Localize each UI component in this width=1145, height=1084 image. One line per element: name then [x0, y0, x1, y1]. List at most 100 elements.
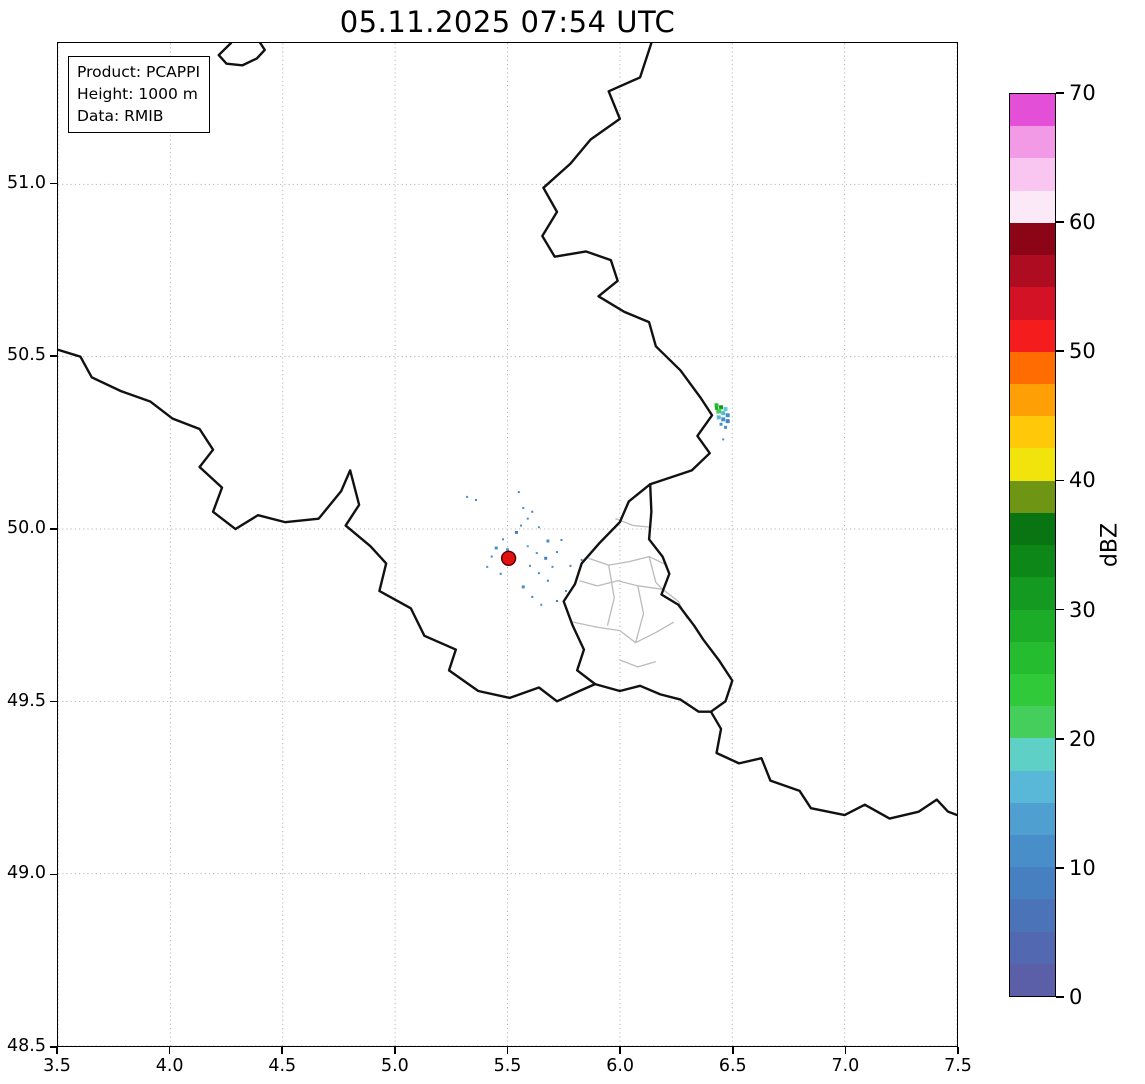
- colorbar-tick-label: 60: [1069, 210, 1096, 235]
- colorbar: [1009, 93, 1056, 997]
- x-tick-label: 5.5: [493, 1056, 522, 1076]
- colorbar-tick-mark: [1056, 350, 1064, 353]
- colorbar-band: [1010, 222, 1055, 256]
- y-tick-mark: [50, 528, 57, 530]
- echo-pixel: [519, 524, 522, 527]
- x-tick-mark: [619, 1047, 621, 1054]
- echo-pixel: [546, 579, 549, 582]
- echo-pixel: [494, 546, 498, 550]
- y-tick-label: 50.0: [7, 517, 46, 538]
- echo-pixel: [721, 417, 726, 422]
- y-tick-label: 49.0: [7, 863, 46, 884]
- echo-pixel: [569, 564, 572, 567]
- colorbar-band: [1010, 319, 1055, 352]
- colorbar-tick-label: 30: [1069, 597, 1096, 622]
- echo-pixel: [716, 408, 722, 414]
- echo-pixel: [715, 406, 719, 410]
- info-source: Data: RMIB: [77, 107, 164, 125]
- colorbar-band: [1010, 190, 1055, 223]
- echo-pixel: [725, 419, 730, 424]
- colorbar-tick-mark: [1056, 996, 1064, 998]
- x-tick-mark: [56, 1047, 58, 1054]
- region-border-path: [606, 565, 615, 626]
- colorbar-tick-label: 20: [1069, 726, 1096, 751]
- y-tick-mark: [50, 873, 57, 876]
- echo-pixel: [526, 517, 529, 520]
- info-height: Height: 1000 m: [77, 85, 198, 103]
- colorbar-tick-mark: [1056, 737, 1064, 740]
- echo-pixel: [526, 545, 529, 548]
- y-tick-label: 48.5: [7, 1036, 46, 1056]
- echo-pixel: [714, 403, 719, 408]
- colorbar-band: [1010, 577, 1055, 610]
- colorbar-tick-label: 0: [1069, 985, 1083, 1009]
- colorbar-band: [1010, 641, 1055, 674]
- x-tick-mark: [394, 1047, 396, 1054]
- colorbar-band: [1010, 94, 1055, 127]
- echo-pixel: [521, 585, 525, 589]
- colorbar-band: [1010, 512, 1055, 546]
- colorbar-band: [1010, 609, 1055, 642]
- echo-pixel: [531, 510, 534, 513]
- colorbar-band: [1010, 963, 1055, 997]
- colorbar-band: [1010, 383, 1055, 417]
- echo-pixel: [564, 590, 567, 593]
- colorbar-band: [1010, 673, 1055, 707]
- colorbar-tick-mark: [1056, 608, 1064, 611]
- echo-pixel: [551, 565, 554, 568]
- y-tick-mark: [50, 1046, 57, 1048]
- country-border-path: [541, 43, 957, 820]
- country-border-path: [58, 348, 597, 703]
- echo-pixel: [514, 530, 518, 534]
- echo-pixel: [535, 552, 538, 555]
- country-border-path: [217, 43, 266, 67]
- region-border-path: [579, 580, 663, 590]
- echo-pixel: [724, 425, 728, 429]
- echo-pixel: [721, 411, 726, 416]
- region-border-path: [619, 659, 657, 668]
- echo-pixel: [540, 603, 543, 606]
- region-border-path: [634, 585, 645, 643]
- echo-pixel: [546, 539, 550, 543]
- colorbar-band: [1010, 126, 1055, 159]
- echo-pixel: [486, 565, 489, 568]
- x-tick-label: 5.0: [380, 1056, 409, 1076]
- echo-pixel: [537, 572, 540, 575]
- colorbar-tick-label: 70: [1069, 81, 1096, 105]
- echo-pixel: [490, 555, 493, 558]
- colorbar-band: [1010, 770, 1055, 803]
- echo-pixel: [580, 558, 583, 561]
- region-border-path: [648, 556, 664, 590]
- x-tick-mark: [731, 1047, 734, 1054]
- echo-pixel: [725, 413, 730, 418]
- colorbar-band: [1010, 480, 1055, 513]
- colorbar-band: [1010, 706, 1055, 739]
- echo-pixel: [506, 548, 509, 552]
- colorbar-tick-label: 50: [1069, 339, 1096, 364]
- echo-pixel: [723, 407, 728, 412]
- x-tick-label: 4.0: [155, 1056, 184, 1076]
- echo-pixel: [466, 495, 469, 498]
- x-tick-mark: [957, 1047, 959, 1054]
- echo-pixel: [499, 572, 502, 575]
- colorbar-tick-mark: [1056, 479, 1064, 482]
- echo-pixel: [719, 405, 724, 410]
- region-border-path: [572, 621, 675, 644]
- x-tick-label: 6.5: [718, 1056, 747, 1076]
- colorbar-band: [1010, 899, 1055, 932]
- country-border-path: [593, 682, 713, 713]
- y-tick-mark: [50, 700, 57, 703]
- plot-area: [57, 42, 958, 1047]
- country-border-path: [562, 483, 652, 686]
- x-tick-label: 6.0: [606, 1056, 635, 1076]
- y-tick-label: 51.0: [7, 172, 46, 193]
- echo-pixel: [531, 595, 534, 598]
- colorbar-tick-mark: [1056, 92, 1064, 94]
- x-tick-mark: [844, 1047, 847, 1054]
- echo-pixel: [560, 539, 563, 542]
- colorbar-tick-label: 10: [1069, 855, 1096, 880]
- echo-pixel: [722, 438, 725, 441]
- colorbar-band: [1010, 351, 1055, 384]
- colorbar-band: [1010, 448, 1055, 481]
